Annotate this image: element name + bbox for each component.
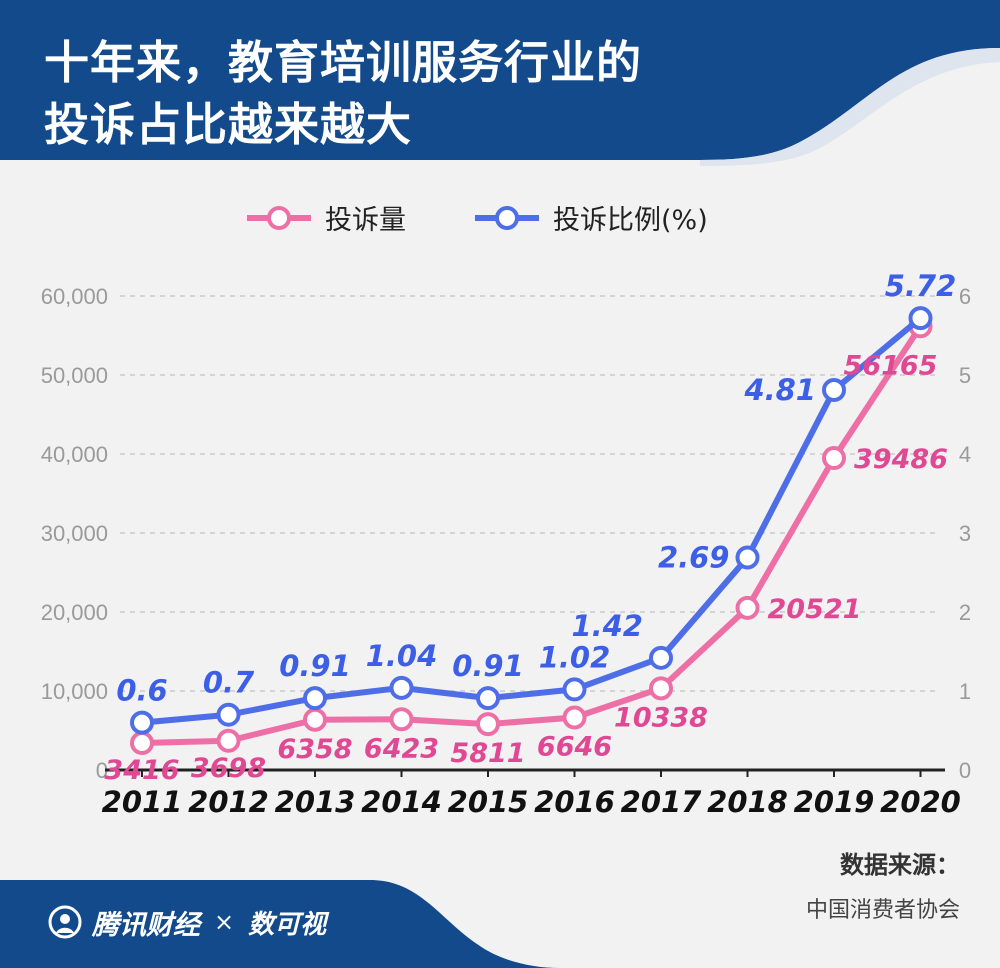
brand-partner: 数可视 bbox=[248, 909, 327, 940]
x-axis-tick-label: 2012 bbox=[188, 785, 269, 819]
legend-item-ratio[interactable]: 投诉比例(%) bbox=[475, 205, 708, 236]
count-data-label: 3416 bbox=[104, 755, 179, 786]
ratio-series-point[interactable] bbox=[216, 702, 241, 727]
left-axis-tick-label: 10,000 bbox=[41, 679, 108, 704]
count-series-point[interactable] bbox=[476, 712, 500, 737]
ratio-data-label: 1.02 bbox=[539, 640, 611, 674]
count-series-point[interactable] bbox=[303, 707, 327, 732]
ratio-data-label: 1.04 bbox=[366, 639, 438, 673]
right-axis: 0 1 2 3 4 5 6 bbox=[959, 284, 971, 783]
ratio-series-point[interactable] bbox=[822, 378, 846, 403]
count-data-label: 10338 bbox=[614, 702, 708, 733]
ratio-data-label: 5.72 bbox=[885, 269, 957, 303]
brand-text: 腾讯财经 bbox=[92, 909, 200, 941]
ratio-data-label: 4.81 bbox=[743, 373, 816, 407]
count-data-label: 5811 bbox=[450, 738, 525, 769]
brand-logo: 腾讯财经 × 数可视 bbox=[48, 900, 326, 944]
x-axis-tick-label: 2014 bbox=[361, 785, 442, 819]
right-axis-tick-label: 1 bbox=[959, 679, 971, 704]
left-axis-tick-label: 30,000 bbox=[41, 521, 108, 546]
ratio-series-line bbox=[139, 315, 924, 726]
count-series-point[interactable] bbox=[562, 705, 587, 730]
right-axis-tick-label: 6 bbox=[959, 284, 971, 309]
legend-count-label: 投诉量 bbox=[325, 205, 406, 236]
right-axis-tick-label: 5 bbox=[959, 363, 971, 388]
brand-logo-icon bbox=[48, 905, 82, 939]
count-data-label: 6358 bbox=[277, 734, 352, 765]
ratio-data-label: 1.42 bbox=[571, 609, 643, 643]
series-layer bbox=[130, 306, 933, 756]
ratio-series-point[interactable] bbox=[562, 677, 587, 702]
source-label: 数据来源： bbox=[840, 851, 960, 879]
brand-separator: × bbox=[214, 908, 235, 936]
x-axis: 2011 2012 2013 2014 2015 2016 2017 2018 2019 2020 bbox=[102, 768, 961, 819]
left-axis-tick-label: 40,000 bbox=[41, 442, 108, 467]
x-axis-tick-label: 2019 bbox=[794, 785, 875, 819]
count-data-label: 20521 bbox=[768, 594, 862, 625]
source-value: 中国消费者协会 bbox=[805, 898, 960, 923]
left-axis-tick-label: 60,000 bbox=[41, 284, 108, 309]
right-axis-tick-label: 3 bbox=[959, 521, 971, 546]
legend: 投诉量 投诉比例(%) bbox=[247, 205, 708, 236]
count-data-label: 6646 bbox=[537, 731, 612, 762]
chart: 投诉量 投诉比例(%) 0 10,000 20,000 30,000 40,000 50,… bbox=[41, 205, 971, 819]
count-series-point[interactable] bbox=[649, 676, 673, 701]
ratio-data-label: 0.7 bbox=[203, 666, 255, 700]
count-data-label: 56165 bbox=[844, 350, 938, 381]
count-series-point[interactable] bbox=[130, 731, 154, 756]
ratio-series-point[interactable] bbox=[476, 686, 500, 711]
ratio-series-point[interactable] bbox=[303, 686, 327, 711]
x-axis-tick-label: 2011 bbox=[102, 785, 183, 819]
left-axis-tick-label: 0 bbox=[96, 758, 108, 783]
legend-ratio-marker bbox=[495, 206, 519, 230]
title-line-1: 十年来，教育培训服务行业的 bbox=[44, 36, 643, 89]
left-axis: 0 10,000 20,000 30,000 40,000 50,000 60,000 bbox=[41, 284, 108, 783]
count-series-point[interactable] bbox=[216, 728, 241, 753]
count-data-label: 3698 bbox=[191, 753, 266, 784]
ratio-series-point[interactable] bbox=[735, 545, 760, 570]
ratio-series-point[interactable] bbox=[130, 710, 154, 735]
ratio-series-point[interactable] bbox=[649, 645, 673, 670]
count-series-point[interactable] bbox=[822, 446, 846, 471]
count-series-point[interactable] bbox=[389, 707, 414, 732]
ratio-series-point[interactable] bbox=[908, 306, 933, 331]
x-axis-tick-label: 2013 bbox=[275, 785, 356, 819]
ratio-data-label: 0.6 bbox=[116, 674, 167, 708]
x-axis-tick-label: 2018 bbox=[707, 785, 788, 819]
x-axis-tick-label: 2015 bbox=[448, 785, 529, 819]
count-series-line bbox=[139, 323, 924, 747]
legend-item-count[interactable]: 投诉量 bbox=[247, 205, 406, 236]
count-data-label: 39486 bbox=[854, 444, 948, 475]
legend-ratio-label: 投诉比例(%) bbox=[553, 205, 708, 236]
x-axis-tick-label: 2020 bbox=[880, 785, 961, 819]
left-axis-tick-label: 20,000 bbox=[41, 600, 108, 625]
ratio-data-label: 0.91 bbox=[452, 649, 524, 683]
count-series-point[interactable] bbox=[735, 595, 760, 620]
ratio-series-point[interactable] bbox=[389, 675, 414, 700]
x-axis-tick-label: 2016 bbox=[534, 785, 615, 819]
left-axis-tick-label: 50,000 bbox=[41, 363, 108, 388]
ratio-data-label: 0.91 bbox=[279, 649, 351, 683]
right-axis-tick-label: 4 bbox=[959, 442, 971, 467]
header-banner bbox=[0, 0, 1000, 166]
right-axis-tick-label: 2 bbox=[959, 600, 971, 625]
count-data-label: 6423 bbox=[364, 733, 439, 764]
ratio-data-label: 2.69 bbox=[658, 540, 730, 574]
footer-banner bbox=[0, 880, 560, 968]
title-line-2: 投诉占比越来越大 bbox=[44, 98, 413, 151]
right-axis-tick-label: 0 bbox=[959, 758, 971, 783]
legend-count-marker bbox=[267, 206, 291, 230]
x-axis-tick-label: 2017 bbox=[621, 785, 703, 819]
